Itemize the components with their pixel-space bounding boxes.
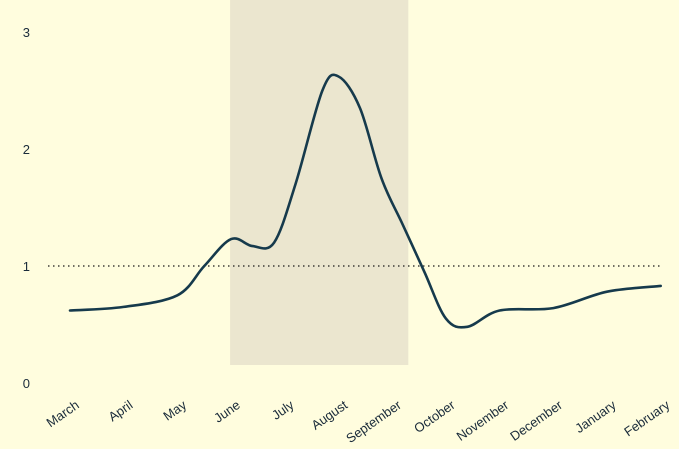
y-axis: 0 1 2 3 (23, 25, 30, 391)
y-tick-label: 2 (23, 142, 30, 157)
highlight-band-layer (230, 0, 409, 365)
series-layer (68, 73, 662, 329)
highlight-band (230, 0, 409, 365)
y-tick-label: 1 (23, 259, 30, 274)
series-line (68, 73, 662, 329)
y-tick-label: 3 (23, 25, 30, 40)
y-tick-label: 0 (23, 376, 30, 391)
